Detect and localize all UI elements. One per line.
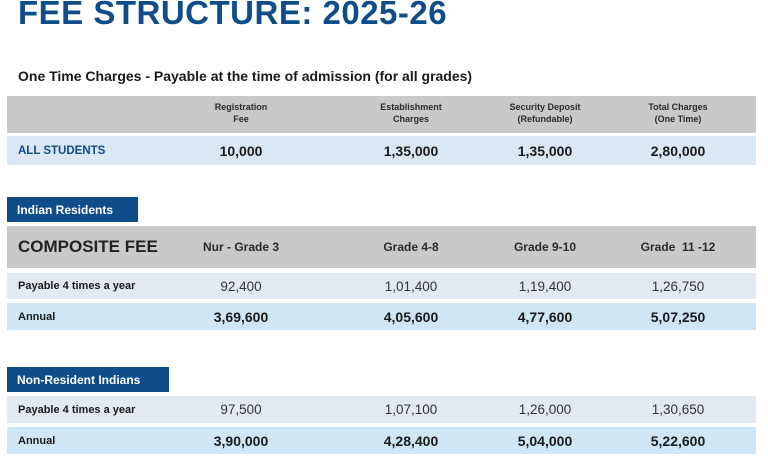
table-cell: 5,04,000 <box>517 432 573 449</box>
section-tab-indian-residents: Indian Residents <box>7 197 138 222</box>
table-cell: 5,22,600 <box>650 432 706 449</box>
table-cell: 1,01,400 <box>384 278 438 294</box>
table-cell: 1,07,100 <box>384 402 438 417</box>
table-cell: 10,000 <box>219 142 263 159</box>
row-label: ALL STUDENTS <box>18 144 106 157</box>
table-row-ir-annual: Annual 3,69,600 4,05,600 4,77,600 5,07,2… <box>7 303 756 330</box>
row-label: Payable 4 times a year <box>18 403 136 416</box>
col-grade-9-10: Grade 9-10 <box>513 240 577 254</box>
composite-fee-label: COMPOSITE FEE <box>18 237 158 256</box>
table-row-all-students: ALL STUDENTS 10,000 1,35,000 1,35,000 2,… <box>7 136 756 165</box>
table-cell: 1,26,750 <box>651 278 705 294</box>
col-nur-grade-3: Nur - Grade 3 <box>202 240 280 254</box>
page-title: FEE STRUCTURE: 2025-26 <box>18 0 448 31</box>
table-cell: 1,30,650 <box>651 402 705 417</box>
one-time-header-row: Registration Fee Establishment Charges Sec… <box>7 96 756 133</box>
table-cell: 3,90,000 <box>213 432 269 449</box>
composite-fee-header-row: COMPOSITE FEE Nur - Grade 3 Grade 4-8 Gr… <box>7 226 756 268</box>
col-registration-fee: Registration Fee <box>214 102 268 124</box>
table-cell: 1,19,400 <box>518 278 572 294</box>
table-cell: 1,26,000 <box>518 402 572 417</box>
section-tab-non-resident-indians: Non-Resident Indians <box>7 367 169 392</box>
col-security-deposit: Security Deposit (Refundable) <box>509 102 581 124</box>
col-grade-4-8: Grade 4-8 <box>383 240 439 254</box>
table-cell: 4,28,400 <box>383 432 439 449</box>
table-cell: 5,07,250 <box>650 308 706 325</box>
one-time-heading: One Time Charges - Payable at the time o… <box>18 68 473 84</box>
table-cell: 92,400 <box>220 278 262 294</box>
table-cell: 1,35,000 <box>383 142 439 159</box>
table-row-ir-payable: Payable 4 times a year 92,400 1,01,400 1… <box>7 273 756 299</box>
table-cell: 4,77,600 <box>517 308 573 325</box>
table-cell: 1,35,000 <box>517 142 573 159</box>
table-row-nri-payable: Payable 4 times a year 97,500 1,07,100 1… <box>7 396 756 423</box>
table-cell: 4,05,600 <box>383 308 439 325</box>
row-label: Payable 4 times a year <box>18 280 136 292</box>
table-cell: 3,69,600 <box>213 308 269 325</box>
table-cell: 97,500 <box>220 402 262 417</box>
table-row-nri-annual: Annual 3,90,000 4,28,400 5,04,000 5,22,6… <box>7 427 756 454</box>
col-total-charges: Total Charges (One Time) <box>648 102 708 124</box>
col-establishment-charges: Establishment Charges <box>380 102 442 124</box>
row-label: Annual <box>18 310 56 323</box>
col-grade-11-12: Grade 11 -12 <box>640 240 716 254</box>
row-label: Annual <box>18 434 56 447</box>
table-cell: 2,80,000 <box>650 142 706 159</box>
